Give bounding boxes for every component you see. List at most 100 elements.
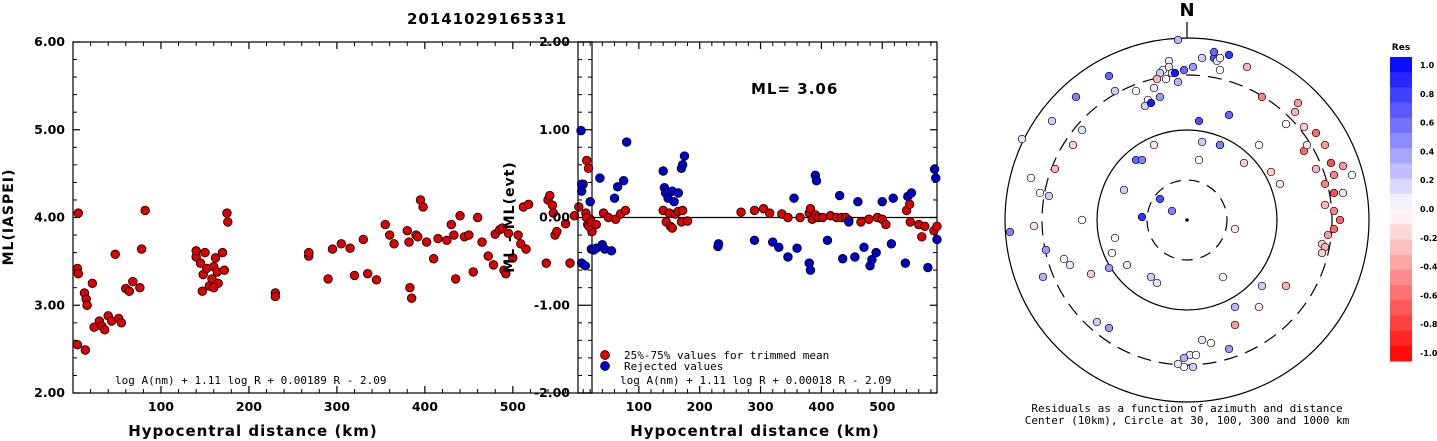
station-point	[1257, 281, 1267, 291]
accepted-point	[904, 199, 915, 210]
rejected-point	[822, 235, 833, 246]
accepted-point	[783, 212, 793, 223]
accepted-point	[817, 212, 828, 223]
caption-line-1: Residuals as a function of azimuth and d…	[1031, 402, 1342, 415]
rejected-point	[929, 164, 940, 174]
legend-label-rejected: Rejected values	[624, 360, 723, 373]
legend: 25%-75% values for trimmed mean Rejected…	[600, 349, 829, 373]
colorbar-cell	[1390, 345, 1412, 362]
rejected-point	[768, 237, 778, 247]
ml-annotation: ML= 3.06	[751, 80, 838, 98]
data-point	[336, 239, 346, 249]
accepted-point	[749, 205, 760, 216]
station-point	[1320, 179, 1330, 189]
rejected-point	[811, 175, 822, 186]
rejected-point	[888, 193, 898, 203]
data-point	[582, 155, 592, 166]
data-point	[508, 253, 518, 263]
data-point	[87, 278, 98, 289]
data-point	[210, 253, 221, 263]
data-point	[345, 243, 355, 253]
x-tick-label: 400	[412, 399, 438, 414]
y-tick-label: 3.00	[34, 297, 65, 312]
data-point	[73, 208, 83, 218]
data-point	[583, 163, 594, 174]
station-point	[1302, 140, 1312, 150]
colorbar-title: Res	[1392, 43, 1410, 53]
station-point	[1338, 188, 1348, 198]
station-point	[1029, 221, 1039, 231]
station-point	[1194, 155, 1204, 165]
accepted-point	[917, 232, 927, 242]
station-point	[1242, 62, 1252, 72]
accepted-point	[856, 217, 866, 227]
data-point	[80, 345, 91, 355]
data-point	[217, 247, 228, 258]
station-point	[1197, 53, 1207, 63]
colorbar-cell	[1390, 239, 1412, 256]
x-tick-label: 500	[869, 399, 895, 414]
station-point	[1050, 164, 1060, 174]
rejected-point	[867, 254, 877, 265]
colorbar-tick-label: -1.0	[1420, 349, 1437, 358]
station-point	[1110, 233, 1120, 243]
colorbar-cell	[1390, 224, 1412, 240]
data-point	[446, 219, 456, 230]
station-point	[1179, 65, 1189, 75]
station-point	[1152, 278, 1162, 288]
station-point	[1215, 140, 1225, 150]
station-point	[1224, 110, 1234, 120]
data-point	[413, 232, 423, 242]
station-point	[1122, 260, 1132, 270]
station-point	[1329, 224, 1339, 234]
station-point	[1065, 260, 1075, 270]
station-point	[1293, 98, 1303, 108]
station-point	[1077, 215, 1087, 225]
data-point	[140, 205, 150, 216]
data-point	[560, 218, 571, 229]
rejected-point	[837, 254, 848, 264]
station-point	[1161, 74, 1171, 84]
x-tick-label: 100	[148, 399, 174, 414]
data-point	[349, 270, 360, 281]
data-point	[428, 254, 439, 264]
north-label: N	[1179, 0, 1194, 21]
rejected-point	[931, 173, 941, 183]
legend-marker-accepted	[600, 350, 610, 360]
colorbar-cell	[1390, 209, 1412, 225]
data-point	[99, 325, 110, 335]
colorbar-tick-label: 0.8	[1420, 90, 1435, 99]
data-point	[384, 230, 395, 240]
station-point	[1155, 92, 1165, 102]
colorbar-cell	[1390, 72, 1412, 88]
rejected-point	[844, 217, 854, 227]
legend-marker-rejected	[600, 361, 610, 371]
rejected-point	[749, 235, 760, 246]
station-point	[1323, 230, 1333, 240]
accepted-point	[920, 221, 930, 231]
station-point	[1224, 344, 1234, 354]
station-point	[1311, 164, 1321, 174]
y-tick-label: 2.00	[34, 385, 65, 400]
rejected-point	[923, 262, 933, 273]
data-point	[545, 190, 555, 201]
station-point	[1068, 140, 1078, 150]
caption-line-2: Center (10km), Circle at 30, 100, 300 an…	[1025, 414, 1350, 427]
rejected-point	[585, 197, 595, 207]
data-point	[270, 291, 281, 302]
station-point	[1347, 170, 1357, 180]
station-point	[1173, 359, 1183, 369]
station-point	[1275, 179, 1285, 189]
station-point	[1317, 248, 1327, 258]
rejected-point	[805, 265, 816, 275]
accepted-point	[881, 219, 891, 230]
rejected-point	[677, 160, 688, 170]
data-point	[488, 260, 499, 270]
data-point	[464, 230, 474, 240]
colorbar-tick-label: 0.0	[1420, 205, 1435, 214]
data-point	[389, 239, 399, 249]
rejected-point	[932, 234, 942, 245]
data-point	[523, 199, 534, 210]
station-point	[1329, 170, 1339, 180]
